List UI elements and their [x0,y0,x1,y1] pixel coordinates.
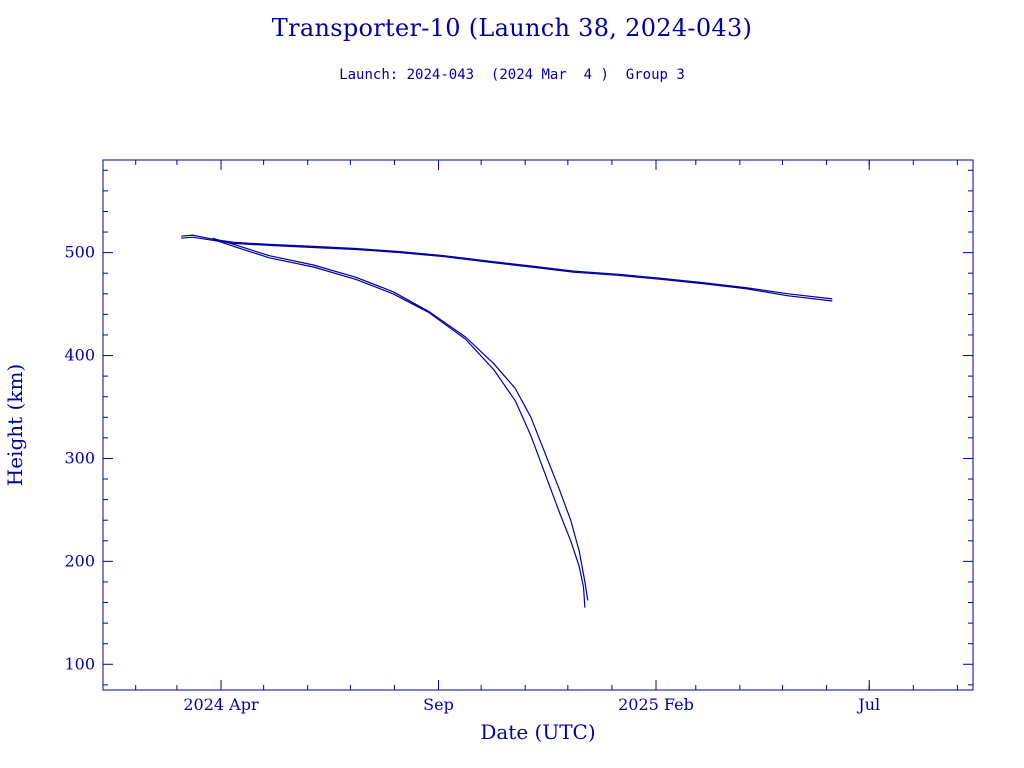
series-line-4 [212,237,589,601]
plot-frame [102,159,974,691]
y-tick-label: 300 [64,448,95,467]
y-tick-labels: 100 200 300 400 500 [64,243,95,674]
x-tick-label: Jul [856,695,880,714]
series-line-1 [181,234,833,300]
chart-title: Transporter-10 (Launch 38, 2024-043) [271,14,753,42]
chart-subtitle: Launch: 2024-043 (2024 Mar 4 ) Group 3 [339,67,685,83]
y-tick-label: 200 [64,551,95,570]
x-tick-label: 2025 Feb [618,695,694,714]
series-line-2 [181,236,833,302]
y-axis-label: Height (km) [3,364,27,486]
axis-ticks [103,160,973,690]
y-tick-label: 400 [64,346,95,365]
y-tick-label: 500 [64,243,95,262]
x-tick-labels: 2024 Apr Sep 2025 Feb Jul [183,695,880,714]
x-tick-label: 2024 Apr [183,695,259,714]
series-group [181,234,833,608]
x-tick-label: Sep [423,695,454,714]
x-axis-label: Date (UTC) [480,720,595,744]
series-line-3 [212,238,586,608]
y-tick-label: 100 [64,654,95,673]
